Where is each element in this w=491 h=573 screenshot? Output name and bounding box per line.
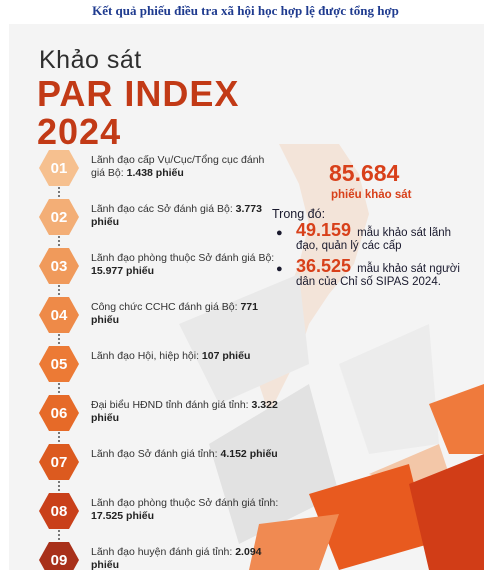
item-number-hexagon: 06 [39, 395, 79, 431]
breakdown-intro: Trong đó: [272, 207, 326, 221]
item-description: Công chức CCHC đánh giá Bộ: 771 phiếu [91, 301, 281, 327]
item-description: Lãnh đạo các Sở đánh giá Bộ: 3.773 phiếu [91, 203, 281, 229]
item-description: Lãnh đạo cấp Vụ/Cục/Tổng cục đánh giá Bộ… [91, 154, 281, 180]
item-value: 3.773 phiếu [91, 203, 262, 228]
item-label: Lãnh đạo phòng thuộc Sở đánh giá Bộ: [91, 252, 275, 264]
dotted-connector [58, 530, 60, 544]
item-value: 3.322 phiếu [91, 399, 278, 424]
bg-shape-gray-2 [209, 384, 339, 544]
item-value: 4.152 phiếu [220, 448, 278, 460]
item-number-hexagon: 08 [39, 493, 79, 529]
dotted-connector [58, 334, 60, 348]
bg-shape-orange-3 [249, 514, 339, 570]
item-label: Lãnh đạo phòng thuộc Sở đánh giá tỉnh: [91, 497, 279, 509]
total-label: phiếu khảo sát [331, 189, 412, 201]
infographic-poster: Khảo sát PAR INDEX 2024 01 Lãnh đạo cấp V… [9, 24, 484, 570]
item-number-hexagon: 04 [39, 297, 79, 333]
item-label: Lãnh đạo Sở đánh giá tỉnh: [91, 448, 221, 460]
item-label: Công chức CCHC đánh giá Bộ: [91, 301, 241, 313]
dotted-connector [58, 187, 60, 201]
item-description: Đại biểu HĐND tỉnh đánh giá tỉnh: 3.322 … [91, 399, 281, 425]
title-line-2: PAR INDEX [37, 73, 240, 114]
item-description: Lãnh đạo Sở đánh giá tỉnh: 4.152 phiếu [91, 448, 281, 461]
survey-item: 02 Lãnh đạo các Sở đánh giá Bộ: 3.773 phi… [39, 199, 274, 235]
dotted-connector [58, 285, 60, 299]
item-label: Lãnh đạo huyện đánh giá tỉnh: [91, 546, 236, 558]
item-description: Lãnh đạo phòng thuộc Sở đánh giá tỉnh: 1… [91, 497, 281, 523]
bullet-number: 36.525 [296, 256, 352, 276]
item-value: 15.977 phiếu [91, 265, 155, 277]
item-description: Lãnh đạo huyện đánh giá tỉnh: 2.094 phiế… [91, 546, 281, 570]
dotted-connector [58, 236, 60, 250]
item-label: Đại biểu HĐND tỉnh đánh giá tỉnh: [91, 399, 252, 411]
item-value: 1.438 phiếu [126, 167, 184, 179]
item-label: Lãnh đạo Hội, hiệp hội: [91, 350, 202, 362]
survey-item: 06 Đại biểu HĐND tỉnh đánh giá tỉnh: 3.32… [39, 395, 278, 431]
dotted-connector [58, 481, 60, 495]
dotted-connector [58, 383, 60, 397]
bullet-text: mẫu khảo sát lãnh đạo, quản lý các cấp [296, 227, 452, 252]
bg-shape-orange-2 [429, 384, 484, 454]
bullet-dot-icon: ● [276, 227, 283, 239]
item-number-hexagon: 02 [39, 199, 79, 235]
item-label: Lãnh đạo các Sở đánh giá Bộ: [91, 203, 236, 215]
item-description: Lãnh đạo phòng thuộc Sở đánh giá Bộ: 15.… [91, 252, 281, 278]
item-number-hexagon: 01 [39, 150, 79, 186]
breakdown-bullet-2: ● 36.525 mẫu khảo sát người dân của Chỉ s… [276, 257, 476, 289]
item-description: Lãnh đạo Hội, hiệp hội: 107 phiếu [91, 350, 281, 363]
bg-shape-gray-1 [179, 274, 309, 404]
item-number-hexagon: 03 [39, 248, 79, 284]
background-shapes [179, 144, 484, 570]
survey-item: 01 Lãnh đạo cấp Vụ/Cục/Tổng cục đánh giá … [39, 150, 274, 186]
survey-item: 03 Lãnh đạo phòng thuộc Sở đánh giá Bộ: 1… [39, 248, 274, 284]
title-line-1: Khảo sát [39, 46, 142, 74]
item-number-hexagon: 07 [39, 444, 79, 480]
bullet-dot-icon: ● [276, 263, 283, 275]
bullet-text: mẫu khảo sát người dân của Chỉ số SIPAS … [296, 263, 460, 288]
bullet-number: 49.159 [296, 220, 352, 240]
dotted-connector [58, 432, 60, 446]
survey-item: 04 Công chức CCHC đánh giá Bộ: 771 phiếu [39, 297, 274, 333]
title-line-3: 2024 [37, 111, 122, 152]
total-count: 85.684 [329, 160, 400, 186]
bg-shape-orange-1 [309, 464, 429, 570]
survey-item: 08 Lãnh đạo phòng thuộc Sở đánh giá tỉnh:… [39, 493, 278, 529]
survey-item: 05 Lãnh đạo Hội, hiệp hội: 107 phiếu [39, 346, 274, 382]
item-label: Lãnh đạo cấp Vụ/Cục/Tổng cục đánh giá Bộ… [91, 154, 265, 179]
item-value: 771 phiếu [91, 301, 258, 326]
bg-shape-red-1 [409, 454, 484, 570]
breakdown-bullet-1: ● 49.159 mẫu khảo sát lãnh đạo, quản lý c… [276, 221, 476, 253]
item-number-hexagon: 05 [39, 346, 79, 382]
survey-item: 09 Lãnh đạo huyện đánh giá tỉnh: 2.094 ph… [39, 542, 274, 570]
item-value: 17.525 phiếu [91, 510, 155, 522]
caption-title: Kết quả phiếu điều tra xã hội học hợp lệ… [92, 3, 399, 18]
item-value: 107 phiếu [201, 350, 251, 362]
item-value: 2.094 phiếu [91, 546, 262, 570]
item-number-hexagon: 09 [39, 542, 79, 570]
survey-item: 07 Lãnh đạo Sở đánh giá tỉnh: 4.152 phiếu [39, 444, 278, 480]
bg-shape-gray-3 [339, 324, 439, 454]
